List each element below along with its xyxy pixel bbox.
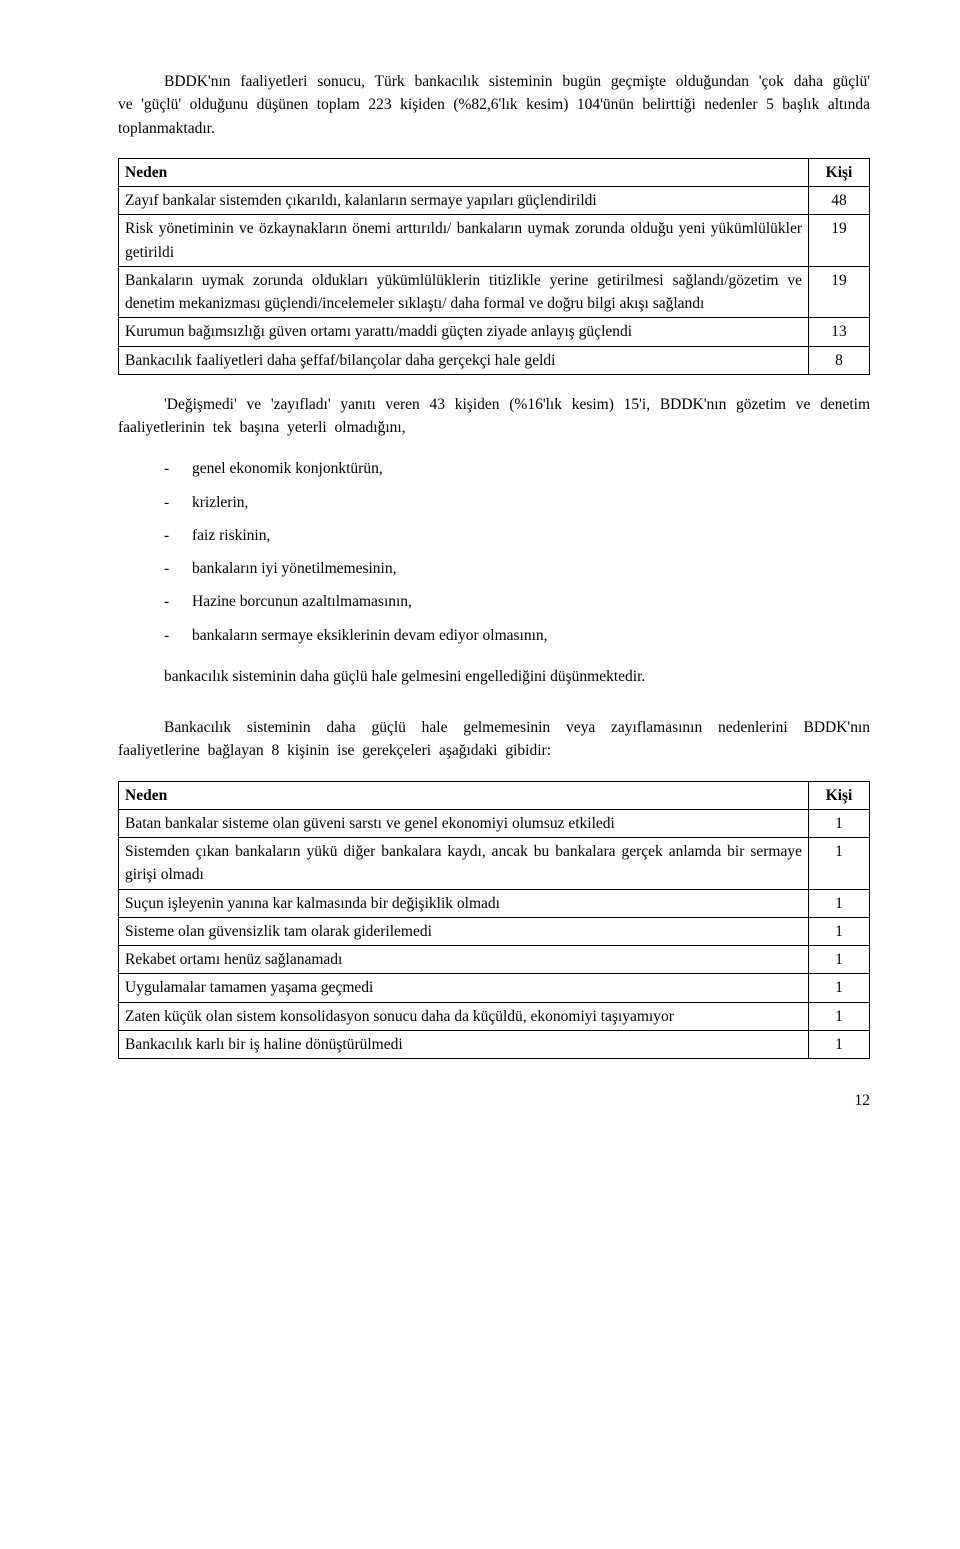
table-row: Zayıf bankalar sistemden çıkarıldı, kala…	[119, 187, 870, 215]
table-row: Kurumun bağımsızlığı güven ortamı yaratt…	[119, 318, 870, 346]
cell-reason: Rekabet ortamı henüz sağlanamadı	[119, 946, 809, 974]
reasons-table-2: Neden Kişi Batan bankalar sisteme olan g…	[118, 781, 870, 1060]
cell-count: 1	[809, 809, 870, 837]
table-header-row: Neden Kişi	[119, 781, 870, 809]
list-item: genel ekonomik konjonktürün,	[164, 457, 870, 480]
cell-count: 13	[809, 318, 870, 346]
col-header-count: Kişi	[809, 158, 870, 186]
cell-count: 1	[809, 1030, 870, 1058]
cell-count: 48	[809, 187, 870, 215]
cell-count: 8	[809, 346, 870, 374]
mid-paragraph: 'Değişmedi' ve 'zayıfladı' yanıtı veren …	[118, 393, 870, 440]
table-row: Sistemden çıkan bankaların yükü diğer ba…	[119, 838, 870, 890]
cell-count: 1	[809, 889, 870, 917]
cell-reason: Bankacılık karlı bir iş haline dönüştürü…	[119, 1030, 809, 1058]
cell-count: 1	[809, 838, 870, 890]
cell-count: 1	[809, 917, 870, 945]
list-item: faiz riskinin,	[164, 524, 870, 547]
table-row: Sisteme olan güvensizlik tam olarak gide…	[119, 917, 870, 945]
list-item: bankaların sermaye eksiklerinin devam ed…	[164, 624, 870, 647]
cell-count: 19	[809, 266, 870, 318]
table-row: Batan bankalar sisteme olan güveni sarst…	[119, 809, 870, 837]
cell-count: 1	[809, 946, 870, 974]
cell-reason: Risk yönetiminin ve özkaynakların önemi …	[119, 215, 809, 267]
table-row: Rekabet ortamı henüz sağlanamadı 1	[119, 946, 870, 974]
col-header-count: Kişi	[809, 781, 870, 809]
cell-reason: Zaten küçük olan sistem konsolidasyon so…	[119, 1002, 809, 1030]
cell-reason: Bankacılık faaliyetleri daha şeffaf/bila…	[119, 346, 809, 374]
cell-reason: Bankaların uymak zorunda oldukları yüküm…	[119, 266, 809, 318]
col-header-reason: Neden	[119, 158, 809, 186]
list-item: bankaların iyi yönetilmemesinin,	[164, 557, 870, 580]
lead-paragraph-2: Bankacılık sisteminin daha güçlü hale ge…	[118, 716, 870, 763]
reason-bullet-list: genel ekonomik konjonktürün, krizlerin, …	[118, 457, 870, 647]
cell-reason: Sistemden çıkan bankaların yükü diğer ba…	[119, 838, 809, 890]
table-row: Zaten küçük olan sistem konsolidasyon so…	[119, 1002, 870, 1030]
cell-count: 1	[809, 1002, 870, 1030]
conclusion-paragraph: bankacılık sisteminin daha güçlü hale ge…	[118, 665, 870, 688]
cell-reason: Sisteme olan güvensizlik tam olarak gide…	[119, 917, 809, 945]
table-row: Uygulamalar tamamen yaşama geçmedi 1	[119, 974, 870, 1002]
table-row: Suçun işleyenin yanına kar kalmasında bi…	[119, 889, 870, 917]
table-row: Risk yönetiminin ve özkaynakların önemi …	[119, 215, 870, 267]
list-item: Hazine borcunun azaltılmamasının,	[164, 590, 870, 613]
cell-reason: Uygulamalar tamamen yaşama geçmedi	[119, 974, 809, 1002]
intro-paragraph: BDDK'nın faaliyetleri sonucu, Türk banka…	[118, 70, 870, 140]
table-row: Bankacılık faaliyetleri daha şeffaf/bila…	[119, 346, 870, 374]
cell-reason: Suçun işleyenin yanına kar kalmasında bi…	[119, 889, 809, 917]
reasons-table-1: Neden Kişi Zayıf bankalar sistemden çıka…	[118, 158, 870, 375]
list-item: krizlerin,	[164, 491, 870, 514]
cell-reason: Zayıf bankalar sistemden çıkarıldı, kala…	[119, 187, 809, 215]
cell-reason: Kurumun bağımsızlığı güven ortamı yaratt…	[119, 318, 809, 346]
cell-count: 19	[809, 215, 870, 267]
table-header-row: Neden Kişi	[119, 158, 870, 186]
cell-reason: Batan bankalar sisteme olan güveni sarst…	[119, 809, 809, 837]
table-row: Bankaların uymak zorunda oldukları yüküm…	[119, 266, 870, 318]
cell-count: 1	[809, 974, 870, 1002]
page-number: 12	[118, 1089, 870, 1112]
col-header-reason: Neden	[119, 781, 809, 809]
table-row: Bankacılık karlı bir iş haline dönüştürü…	[119, 1030, 870, 1058]
